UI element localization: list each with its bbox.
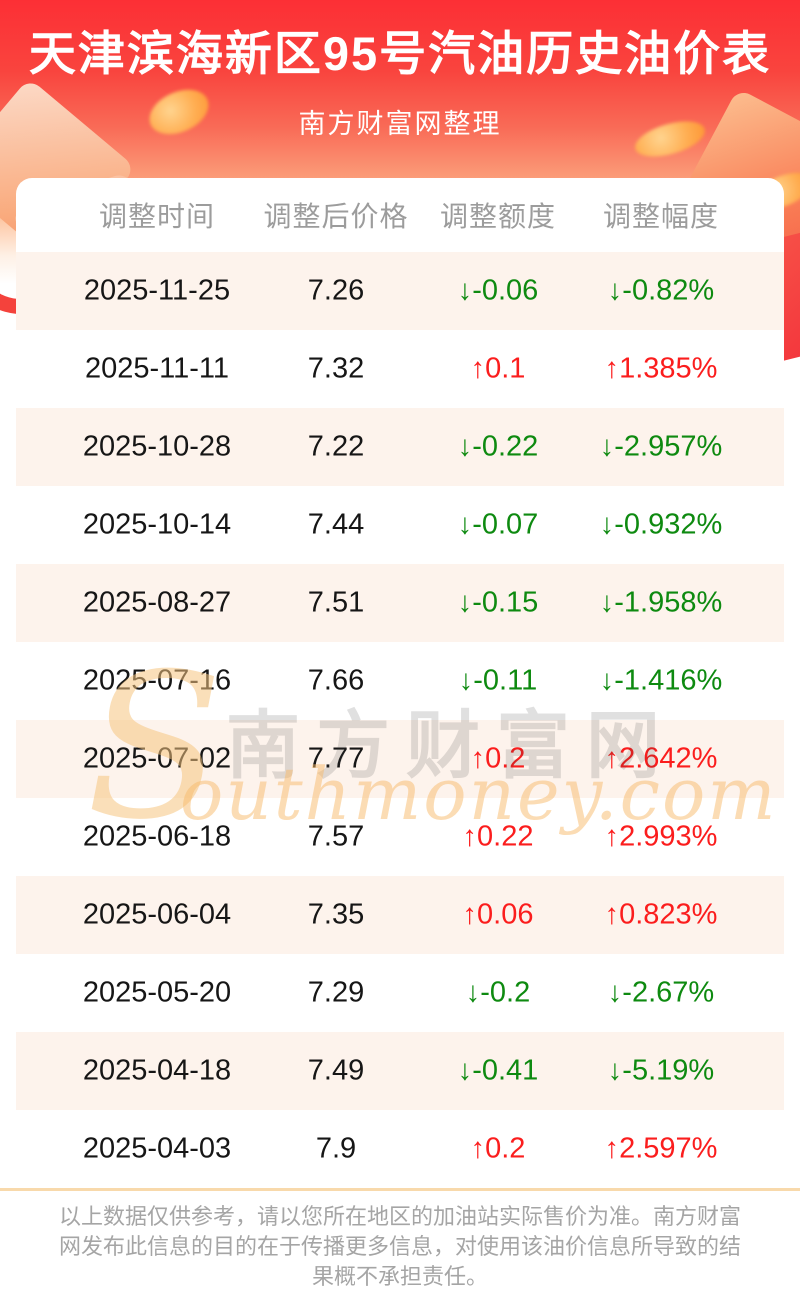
date-cell: 2025-04-18 xyxy=(82,1054,232,1087)
change-cell: ↓-0.41 xyxy=(457,1054,539,1087)
change-cell: ↑0.22 xyxy=(462,820,534,853)
percent-cell: ↑1.385% xyxy=(604,352,718,385)
date-cell: 2025-07-02 xyxy=(82,742,232,775)
footer-disclaimer: 以上数据仅供参考，请以您所在地区的加油站实际售价为准。南方财富网发布此信息的目的… xyxy=(58,1204,741,1289)
change-cell: ↑0.1 xyxy=(470,352,526,385)
price-cell: 7.35 xyxy=(307,898,365,931)
percent-cell: ↓-0.932% xyxy=(599,508,723,541)
table-body: 2025-11-25 7.26 ↓-0.06 ↓-0.82% 2025-11-1… xyxy=(16,252,784,1188)
change-cell: ↑0.2 xyxy=(470,742,526,775)
table-row: 2025-10-14 7.44 ↓-0.07 ↓-0.932% xyxy=(16,486,784,564)
date-cell: 2025-10-28 xyxy=(82,430,232,463)
table-header-row: 调整时间 调整后价格 调整额度 调整幅度 xyxy=(16,178,784,252)
price-cell: 7.32 xyxy=(307,352,365,385)
date-cell: 2025-04-03 xyxy=(82,1132,232,1165)
price-cell: 7.22 xyxy=(307,430,365,463)
percent-cell: ↓-2.67% xyxy=(607,976,715,1009)
change-cell: ↓-0.07 xyxy=(457,508,539,541)
price-cell: 7.57 xyxy=(307,820,365,853)
price-cell: 7.77 xyxy=(307,742,365,775)
column-header-change: 调整额度 xyxy=(439,201,556,232)
price-cell: 7.44 xyxy=(307,508,365,541)
percent-cell: ↑0.823% xyxy=(604,898,718,931)
price-cell: 7.66 xyxy=(307,664,365,697)
price-cell: 7.49 xyxy=(307,1054,365,1087)
date-cell: 2025-11-25 xyxy=(83,274,231,307)
table-row: 2025-04-18 7.49 ↓-0.41 ↓-5.19% xyxy=(16,1032,784,1110)
table-row: 2025-11-25 7.26 ↓-0.06 ↓-0.82% xyxy=(16,252,784,330)
change-cell: ↓-0.06 xyxy=(457,274,539,307)
table-row: 2025-07-02 7.77 ↑0.2 ↑2.642% xyxy=(16,720,784,798)
column-header-percent: 调整幅度 xyxy=(602,201,719,232)
price-table-card: 调整时间 调整后价格 调整额度 调整幅度 2025-11-25 7.26 ↓-0… xyxy=(16,178,784,1188)
page-subtitle: 南方财富网整理 xyxy=(298,109,502,139)
table-row: 2025-06-18 7.57 ↑0.22 ↑2.993% xyxy=(16,798,784,876)
price-cell: 7.26 xyxy=(307,274,365,307)
change-cell: ↑0.2 xyxy=(470,1132,526,1165)
table-row: 2025-11-11 7.32 ↑0.1 ↑1.385% xyxy=(16,330,784,408)
percent-cell: ↑2.597% xyxy=(604,1132,718,1165)
change-cell: ↑0.06 xyxy=(462,898,534,931)
percent-cell: ↑2.993% xyxy=(604,820,718,853)
table-row: 2025-04-03 7.9 ↑0.2 ↑2.597% xyxy=(16,1110,784,1188)
date-cell: 2025-11-11 xyxy=(84,352,230,385)
percent-cell: ↓-1.416% xyxy=(599,664,723,697)
date-cell: 2025-06-18 xyxy=(82,820,232,853)
table-row: 2025-06-04 7.35 ↑0.06 ↑0.823% xyxy=(16,876,784,954)
percent-cell: ↓-2.957% xyxy=(599,430,723,463)
percent-cell: ↑2.642% xyxy=(604,742,718,775)
percent-cell: ↓-5.19% xyxy=(607,1054,715,1087)
column-header-price: 调整后价格 xyxy=(263,201,409,232)
price-cell: 7.9 xyxy=(315,1132,357,1165)
change-cell: ↓-0.15 xyxy=(457,586,539,619)
date-cell: 2025-05-20 xyxy=(82,976,232,1009)
table-row: 2025-07-16 7.66 ↓-0.11 ↓-1.416% xyxy=(16,642,784,720)
page-title: 天津滨海新区95号汽油历史油价表 xyxy=(28,27,772,80)
change-cell: ↓-0.11 xyxy=(458,664,538,697)
price-cell: 7.51 xyxy=(307,586,365,619)
date-cell: 2025-10-14 xyxy=(82,508,232,541)
price-cell: 7.29 xyxy=(307,976,365,1009)
date-cell: 2025-08-27 xyxy=(82,586,232,619)
date-cell: 2025-06-04 xyxy=(82,898,232,931)
percent-cell: ↓-0.82% xyxy=(607,274,715,307)
table-row: 2025-08-27 7.51 ↓-0.15 ↓-1.958% xyxy=(16,564,784,642)
change-cell: ↓-0.2 xyxy=(465,976,531,1009)
table-row: 2025-10-28 7.22 ↓-0.22 ↓-2.957% xyxy=(16,408,784,486)
table-row: 2025-05-20 7.29 ↓-0.2 ↓-2.67% xyxy=(16,954,784,1032)
change-cell: ↓-0.22 xyxy=(457,430,539,463)
footer-divider xyxy=(0,1188,800,1191)
column-header-date: 调整时间 xyxy=(98,201,215,232)
date-cell: 2025-07-16 xyxy=(82,664,232,697)
percent-cell: ↓-1.958% xyxy=(599,586,723,619)
